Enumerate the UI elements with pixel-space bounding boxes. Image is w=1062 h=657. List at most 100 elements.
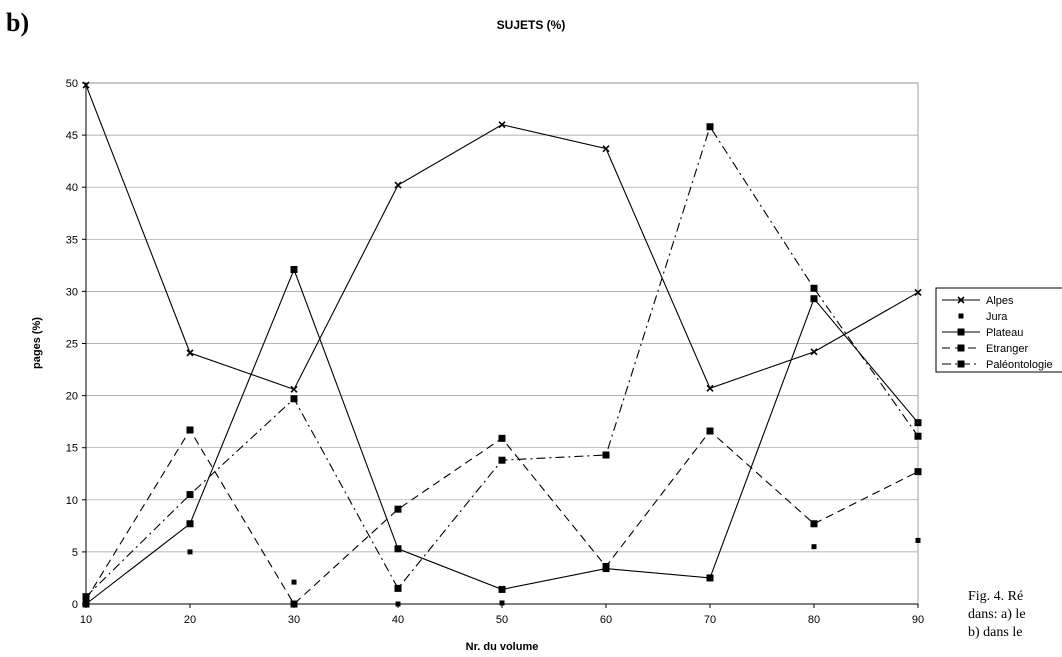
legend: Alpes Jura Plateau Etranger Paléontologie [935, 287, 1062, 373]
axis-ticks: 0 5 10 15 20 25 30 35 40 45 50 10 20 30 40 50 60 70 80 90 [66, 78, 924, 626]
chart-title: SUJETS (%) [496, 18, 566, 32]
data-point [394, 545, 402, 553]
legend-label: Plateau [986, 327, 1023, 339]
legend-item: Etranger [942, 343, 1029, 355]
data-point [82, 600, 90, 608]
marker-stroke [914, 288, 922, 297]
x-tick-label: 60 [600, 614, 612, 626]
grid-lines [86, 82, 918, 553]
marker-stroke [186, 349, 194, 357]
series-plateau [82, 266, 922, 608]
data-point [394, 181, 402, 189]
data-point [810, 520, 818, 528]
data-point [290, 600, 298, 608]
y-tick-label: 30 [66, 286, 78, 298]
data-point [914, 419, 922, 427]
data-point [290, 266, 298, 274]
series-etranger [82, 426, 922, 608]
marker-stroke [602, 145, 610, 153]
legend-label: Alpes [986, 295, 1014, 307]
x-tick-label: 70 [704, 614, 716, 626]
data-point [602, 562, 610, 570]
marker-stroke [810, 348, 818, 356]
data-point [394, 505, 402, 513]
caption-line: dans: a) le [968, 607, 1026, 622]
series-jura [83, 537, 921, 607]
x-tick-label: 80 [808, 614, 820, 626]
data-point [706, 384, 714, 392]
data-point [498, 434, 506, 442]
legend-item: Plateau [942, 327, 1023, 339]
data-point [186, 520, 194, 528]
data-point [499, 600, 505, 606]
data-point [810, 295, 818, 303]
data-point [186, 426, 194, 434]
caption-line: Fig. 4. Ré [968, 589, 1024, 604]
marker-stroke [706, 384, 714, 392]
series-line [85, 428, 919, 605]
legend-marker [957, 360, 965, 368]
data-point [498, 456, 506, 464]
legend-label: Jura [986, 311, 1008, 323]
y-tick-label: 15 [66, 443, 78, 455]
y-tick-label: 5 [72, 547, 78, 559]
x-tick-label: 50 [496, 614, 508, 626]
data-point [290, 395, 298, 403]
data-point [498, 585, 506, 593]
x-tick-label: 20 [184, 614, 196, 626]
y-axis-label: pages (%) [31, 317, 43, 369]
data-point [498, 121, 506, 129]
x-tick-label: 90 [912, 614, 924, 626]
y-tick-label: 50 [66, 78, 78, 90]
legend-box [935, 287, 1062, 373]
legend-marker [958, 313, 964, 319]
data-point [187, 549, 193, 555]
marker-stroke [82, 81, 90, 89]
data-point [706, 574, 714, 582]
data-point [810, 348, 818, 356]
data-point [186, 349, 194, 357]
data-point [291, 579, 297, 585]
series-alpes [82, 81, 922, 393]
y-tick-label: 45 [66, 130, 78, 142]
legend-marker [957, 296, 965, 304]
data-point [602, 145, 610, 153]
y-tick-label: 25 [66, 339, 78, 351]
series [82, 81, 922, 608]
data-point [914, 468, 922, 476]
data-point [706, 123, 714, 131]
data-point [914, 288, 922, 297]
legend-marker [957, 328, 965, 336]
data-point [602, 451, 610, 459]
data-point [811, 544, 817, 550]
legend-marker [957, 344, 965, 352]
series-line [85, 125, 919, 598]
marker-stroke [957, 296, 965, 304]
data-point [395, 601, 401, 607]
y-tick-label: 20 [66, 391, 78, 403]
legend-label: Paléontologie [986, 359, 1053, 371]
marker-stroke [290, 385, 298, 393]
data-point [290, 385, 298, 393]
marker-stroke [498, 121, 506, 129]
figure-caption: Fig. 4. Ré dans: a) le b) dans le [968, 588, 1026, 642]
x-axis-label: Nr. du volume [466, 641, 539, 653]
data-point [706, 427, 714, 435]
legend-item: Jura [958, 311, 1008, 323]
data-point [810, 284, 818, 292]
x-tick-label: 10 [80, 614, 92, 626]
legend-label: Etranger [986, 343, 1029, 355]
data-point [914, 432, 922, 440]
panel-label: b) [6, 8, 30, 37]
marker-stroke [394, 181, 402, 189]
data-point [186, 491, 194, 499]
data-point [82, 593, 90, 601]
y-tick-label: 10 [66, 495, 78, 507]
y-tick-label: 35 [66, 234, 78, 246]
series-paleontologie [82, 123, 922, 601]
data-point [915, 537, 921, 543]
y-tick-label: 40 [66, 182, 78, 194]
y-tick-label: 0 [72, 599, 78, 611]
x-tick-label: 40 [392, 614, 404, 626]
